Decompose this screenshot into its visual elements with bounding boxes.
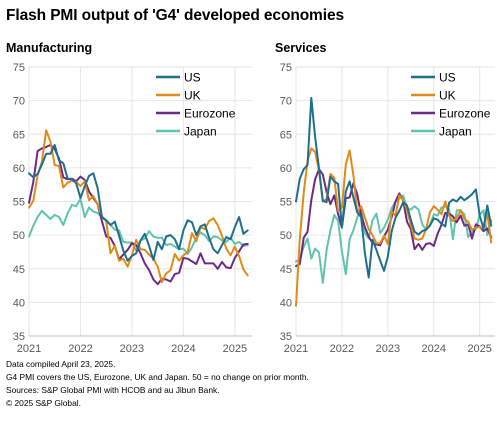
services-x-tick-label: 2024 (422, 343, 446, 355)
manufacturing-x-tick-label: 2025 (223, 343, 247, 355)
manufacturing-legend-label-eurozone: Eurozone (184, 107, 236, 121)
services-y-tick-label: 75 (280, 62, 292, 74)
footnote-sources: Sources: S&P Global PMI with HCOB and au… (6, 385, 220, 395)
manufacturing-series-uk-line (28, 129, 249, 284)
services-legend-label-uk: UK (439, 89, 456, 103)
manufacturing-x-tick-label: 2024 (171, 343, 195, 355)
footnote-copyright: © 2025 S&P Global. (6, 398, 81, 408)
services-legend-label-us: US (439, 71, 456, 85)
manufacturing-x-tick-label: 2023 (120, 343, 144, 355)
manufacturing-y-tick-label: 70 (13, 96, 25, 108)
services-series-eurozone-line (295, 168, 493, 268)
manufacturing-legend-label-japan: Japan (184, 125, 217, 139)
services-y-tick-label: 55 (280, 197, 292, 209)
footnotes: Data compiled April 23, 2025. G4 PMI cov… (6, 358, 309, 410)
manufacturing-panel-title: Manufacturing (6, 41, 93, 55)
services-x-tick-label: 2025 (467, 343, 491, 355)
manufacturing-x-tick-label: 2022 (68, 343, 92, 355)
services-y-tick-label: 70 (280, 96, 292, 108)
footnote-date: Data compiled April 23, 2025. (6, 359, 116, 369)
manufacturing-x-tick-label: 2021 (17, 343, 41, 355)
services-y-tick-label: 35 (280, 331, 292, 343)
services-y-tick-label: 65 (280, 129, 292, 141)
services-panel: 35 40 45 50 55 60 65 70 75 2021 2022 2023 2024 2025 US… (280, 62, 495, 355)
services-legend-label-eurozone: Eurozone (439, 107, 491, 121)
manufacturing-series-eurozone-line (28, 144, 249, 286)
services-legend-label-japan: Japan (439, 125, 472, 139)
services-y-tick-label: 60 (280, 163, 292, 175)
services-series-us-line (295, 96, 493, 279)
services-x-tick-label: 2021 (284, 343, 308, 355)
manufacturing-panel: 35 40 45 50 55 60 65 70 75 2021 2022 2023 2024 2025 US… (13, 62, 252, 355)
figure-title: Flash PMI output of 'G4' developed econo… (6, 7, 344, 24)
services-panel-title: Services (275, 41, 327, 55)
manufacturing-y-tick-label: 60 (13, 163, 25, 175)
manufacturing-y-tick-label: 65 (13, 129, 25, 141)
services-x-tick-label: 2023 (376, 343, 400, 355)
manufacturing-y-tick-label: 50 (13, 230, 25, 242)
footnote-coverage: G4 PMI covers the US, Eurozone, UK and J… (6, 372, 309, 382)
services-y-tick-label: 45 (280, 264, 292, 276)
manufacturing-series-us-line (28, 144, 249, 262)
services-y-tick-label: 50 (280, 230, 292, 242)
services-x-tick-label: 2022 (330, 343, 354, 355)
services-series-japan-line (295, 194, 493, 284)
manufacturing-y-tick-label: 40 (13, 297, 25, 309)
manufacturing-legend-label-us: US (184, 71, 201, 85)
manufacturing-y-tick-label: 35 (13, 331, 25, 343)
manufacturing-legend-label-uk: UK (184, 89, 201, 103)
manufacturing-y-tick-label: 75 (13, 62, 25, 74)
manufacturing-y-tick-label: 45 (13, 264, 25, 276)
services-y-tick-label: 40 (280, 297, 292, 309)
manufacturing-y-tick-label: 55 (13, 197, 25, 209)
